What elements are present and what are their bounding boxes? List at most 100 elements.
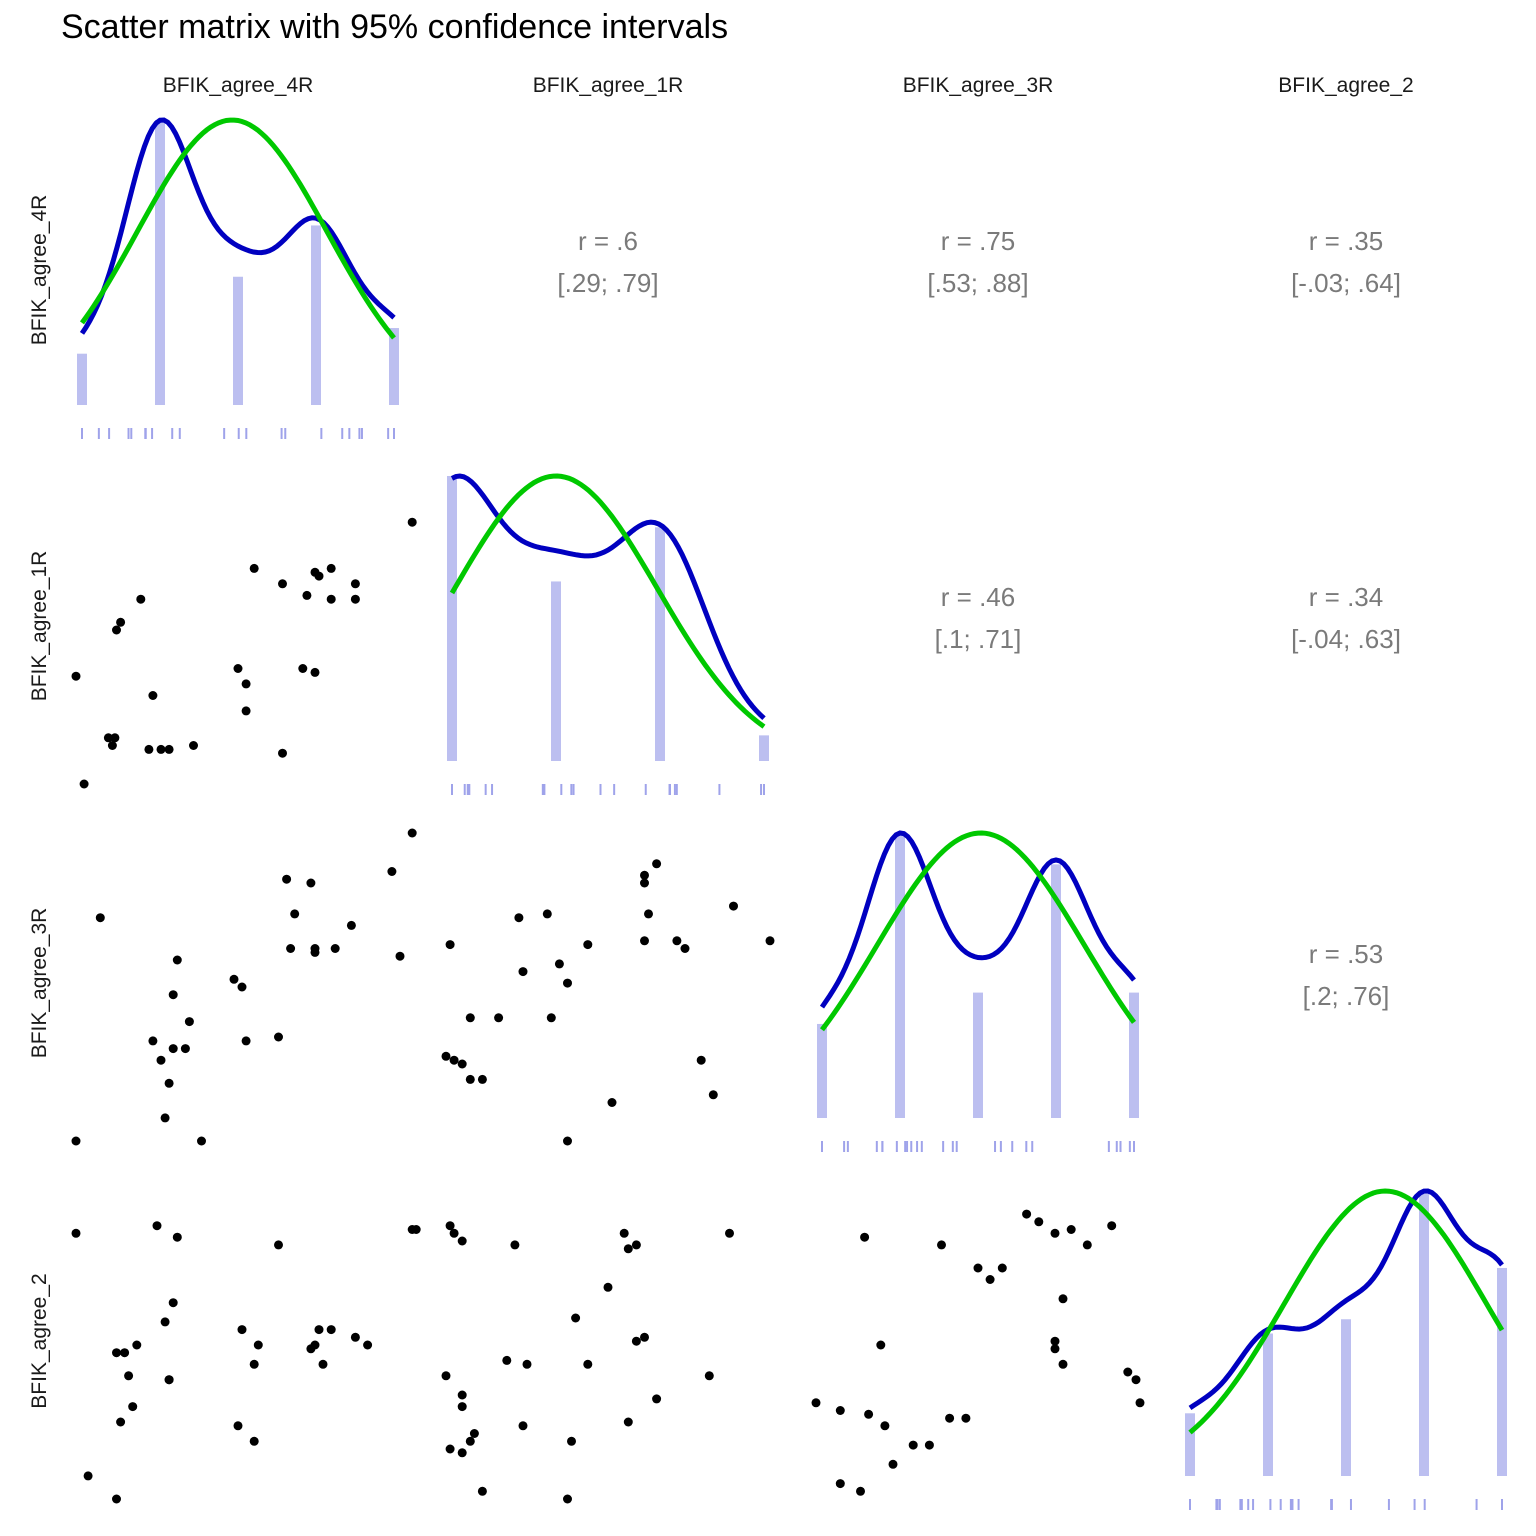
scatter-point (83, 1471, 93, 1481)
scatter-point (441, 1051, 451, 1061)
density-curve (450, 473, 766, 721)
scatter-point (623, 1417, 633, 1427)
scatter-point (274, 1240, 283, 1250)
scatter-point (640, 936, 649, 946)
scatter-point (457, 1402, 467, 1412)
scatter-point (318, 1359, 328, 1369)
scatter-point (249, 1436, 259, 1446)
scatter-point (1082, 1240, 1092, 1250)
scatter-point (112, 625, 121, 635)
histogram-bar (759, 735, 769, 761)
scatter-point (1066, 1225, 1076, 1234)
scatter-point (350, 579, 360, 589)
scatter-point (233, 664, 243, 673)
scatter-point (518, 1421, 528, 1431)
correlation-r-label: r = .75 (941, 226, 1015, 256)
scatter-point (160, 1317, 170, 1327)
scatter-point (457, 1236, 467, 1246)
scatter-point (116, 1417, 126, 1427)
scatter-point (326, 563, 336, 573)
scatter-point (567, 1436, 576, 1446)
correlation-ci-label: [-.04; .63] (1291, 624, 1401, 654)
scatter-point (563, 978, 572, 988)
scatter-point (278, 748, 287, 758)
scatter-point (350, 594, 360, 604)
scatter-point (184, 1017, 194, 1027)
scatter-point (696, 1055, 706, 1065)
histogram-bar (1341, 1319, 1351, 1476)
scatter-point (1022, 1209, 1032, 1219)
density-curve (1188, 1188, 1504, 1410)
scatter-point (449, 1228, 459, 1238)
scatter-point (672, 936, 682, 946)
density-curve (819, 830, 1136, 1009)
scatter-point (835, 1479, 845, 1489)
scatter-point (164, 1375, 174, 1385)
scatter-point (346, 920, 356, 930)
scatter-point (465, 1074, 475, 1084)
scatter-point (583, 940, 593, 950)
scatter-point (197, 1136, 206, 1146)
scatter-point (522, 1359, 532, 1369)
scatter-point (441, 1371, 451, 1381)
scatter-point (765, 936, 775, 946)
scatter-point (457, 1059, 467, 1069)
row-label-0: BFIK_agree_4R (28, 195, 51, 346)
scatter-point (518, 967, 528, 977)
correlation-ci-label: [.53; .88] (927, 268, 1028, 298)
histogram-bar (1185, 1413, 1195, 1476)
scatter-point (282, 874, 292, 884)
scatter-point (465, 1436, 475, 1446)
scatter-point (1050, 1336, 1060, 1346)
scatter-point (387, 867, 397, 876)
scatter-point (144, 744, 154, 754)
histogram-bar (1419, 1193, 1429, 1476)
scatter-point (110, 733, 120, 743)
scatter-point (132, 1340, 142, 1350)
scatter-point (112, 1348, 121, 1358)
scatter-point (314, 571, 324, 581)
scatter-point (563, 1136, 572, 1146)
scatter-point (233, 1421, 243, 1431)
scatter-point (864, 1409, 874, 1419)
scatter-point (128, 1402, 138, 1412)
scatter-point (514, 913, 524, 923)
normal-curve (820, 830, 1137, 1032)
scatter-point (229, 974, 239, 984)
scatter-point (249, 563, 259, 573)
correlation-ci-label: [-.03; .64] (1291, 268, 1401, 298)
scatter-point (631, 1336, 641, 1346)
density-curve (79, 117, 396, 335)
column-label-2: BFIK_agree_3R (903, 74, 1054, 97)
histogram-bar (155, 120, 165, 405)
scatter-point (603, 1282, 613, 1292)
correlation-ci-label: [.2; .76] (1303, 981, 1390, 1011)
column-label-0: BFIK_agree_4R (163, 74, 314, 97)
histogram-bar (1129, 992, 1139, 1118)
scatter-point (253, 1340, 263, 1350)
scatter-point (704, 1371, 714, 1381)
scatter-point (924, 1440, 934, 1450)
scatter-point (168, 990, 178, 1000)
scatter-point (107, 741, 117, 750)
scatter-point (445, 940, 455, 950)
scatter-point (457, 1390, 467, 1400)
scatter-point (237, 1325, 247, 1335)
scatter-point (310, 944, 320, 953)
scatter-point (811, 1398, 821, 1408)
scatter-point (274, 1032, 283, 1042)
scatter-point (148, 691, 158, 700)
scatter-point (95, 913, 105, 923)
histogram-bar (973, 992, 983, 1118)
scatter-point (469, 1429, 479, 1438)
scatter-point (477, 1486, 487, 1496)
normal-curve (79, 117, 396, 340)
scatter-point (1135, 1398, 1145, 1408)
scatter-point (116, 617, 126, 627)
scatter-point (1058, 1294, 1068, 1304)
scatter-point (330, 944, 340, 953)
scatter-point (156, 744, 166, 754)
histogram-bar (895, 833, 905, 1118)
scatter-point (160, 1113, 170, 1123)
scatter-point (457, 1448, 467, 1458)
